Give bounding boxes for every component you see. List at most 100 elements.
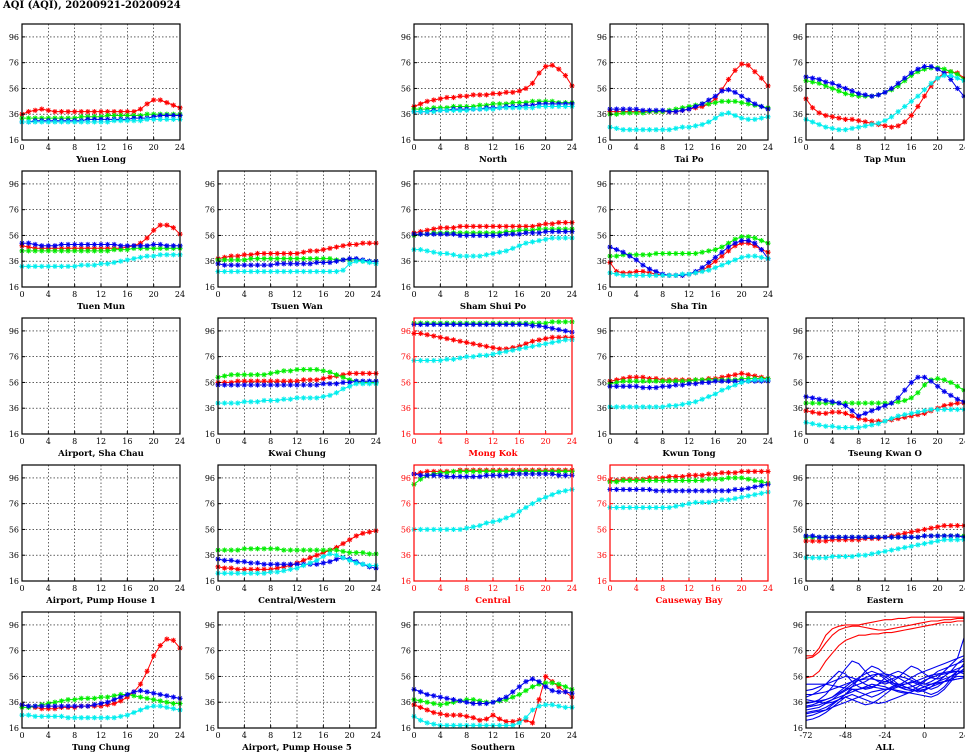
data-point-green <box>347 550 353 556</box>
data-point-cyan <box>347 261 353 267</box>
data-point-green <box>294 366 300 373</box>
panel-tap-mun: 0 4 8 12 16 20 24 16 36 56 76 96 Tap Mun <box>793 23 965 165</box>
data-point-blue <box>902 75 908 81</box>
station-label: Yuen Long <box>75 155 126 165</box>
data-point-cyan <box>261 268 267 275</box>
y-tick-label: 56 <box>9 525 19 534</box>
data-point-red <box>523 223 529 230</box>
data-point-blue <box>758 483 765 489</box>
panel-kwun-tong: 0 4 8 12 16 20 24 16 36 56 76 96 Kwun Tong <box>597 317 773 459</box>
data-point-cyan <box>464 107 470 113</box>
data-point-blue <box>431 472 437 478</box>
data-point-cyan <box>281 396 287 402</box>
y-tick-label: 16 <box>597 577 607 586</box>
data-point-red <box>829 114 835 120</box>
data-point-blue <box>254 262 261 268</box>
data-point-blue <box>679 488 686 494</box>
panel-airport-sha-chau: 0 4 8 12 16 20 24 16 36 56 76 96 Airport, Sha Chau <box>9 317 185 459</box>
station-label: Southern <box>471 743 515 753</box>
data-point-red <box>856 118 862 124</box>
data-point-blue <box>307 261 313 267</box>
x-tick-label: 0 <box>215 437 220 446</box>
x-tick-label: 12 <box>880 437 890 446</box>
data-point-green <box>660 477 666 484</box>
panel-airport-pump-house-1: 0 4 8 12 16 20 24 16 36 56 76 96 Airport, Pump House… <box>9 464 185 606</box>
data-point-blue <box>281 382 287 388</box>
x-tick-label: 16 <box>906 584 916 593</box>
x-tick-label: 16 <box>122 731 132 740</box>
data-point-cyan <box>137 254 144 260</box>
data-point-cyan <box>228 268 234 275</box>
x-tick-label: 16 <box>514 437 524 446</box>
y-tick-label: 56 <box>597 84 607 93</box>
x-tick-label: 12 <box>684 290 694 299</box>
data-point-blue <box>732 89 738 95</box>
y-tick-label: 16 <box>205 283 215 292</box>
data-point-cyan <box>307 268 313 275</box>
data-point-blue <box>457 321 463 328</box>
data-point-blue <box>745 238 751 244</box>
data-point-cyan <box>39 263 45 269</box>
data-point-green <box>666 250 672 257</box>
x-tick-label: 16 <box>318 731 328 740</box>
data-point-blue <box>470 474 476 480</box>
y-tick-label: 16 <box>205 577 215 586</box>
data-point-red <box>470 341 476 347</box>
data-point-red <box>340 541 346 547</box>
data-point-blue <box>221 557 228 563</box>
y-tick-label: 96 <box>597 327 607 336</box>
data-point-blue <box>39 703 45 709</box>
station-label: Causeway Bay <box>656 596 724 606</box>
data-point-green <box>98 694 104 700</box>
data-point-green <box>543 320 549 326</box>
data-point-red <box>327 245 333 251</box>
y-tick-label: 56 <box>9 672 19 681</box>
data-point-cyan <box>151 253 157 259</box>
data-point-blue <box>510 689 516 695</box>
data-point-red <box>170 102 177 108</box>
data-point-cyan <box>640 404 646 410</box>
x-tick-label: 12 <box>292 437 302 446</box>
data-point-red <box>444 94 450 101</box>
data-point-red <box>170 225 177 231</box>
data-point-red <box>477 92 483 98</box>
data-point-blue <box>869 93 875 99</box>
y-tick-label: 96 <box>597 180 607 189</box>
data-point-blue <box>752 240 758 246</box>
data-point-cyan <box>274 569 280 575</box>
data-point-green <box>65 697 71 703</box>
data-point-green <box>294 547 300 553</box>
x-tick-label: 12 <box>684 143 694 152</box>
data-point-green <box>52 699 58 705</box>
data-point-cyan <box>483 352 490 358</box>
data-point-green <box>653 477 659 484</box>
data-point-cyan <box>706 394 712 400</box>
data-point-green <box>320 547 326 553</box>
data-point-cyan <box>941 537 947 543</box>
data-point-blue <box>72 703 78 709</box>
data-point-blue <box>549 228 555 235</box>
data-point-cyan <box>268 268 274 275</box>
data-point-blue <box>523 230 529 236</box>
y-tick-label: 36 <box>9 404 19 413</box>
y-tick-label: 76 <box>793 647 803 656</box>
data-point-red <box>137 681 144 687</box>
data-point-green <box>719 476 725 482</box>
x-tick-label: 24 <box>175 731 185 740</box>
x-tick-label: 20 <box>149 731 159 740</box>
x-tick-label: 4 <box>46 143 51 152</box>
data-point-cyan <box>450 252 457 258</box>
data-point-cyan <box>875 120 882 126</box>
x-tick-label: 16 <box>318 437 328 446</box>
data-point-red <box>347 241 353 248</box>
data-point-cyan <box>902 412 908 418</box>
x-tick-label: 24 <box>567 731 577 740</box>
data-point-red <box>151 653 157 659</box>
data-point-cyan <box>254 268 261 275</box>
data-point-cyan <box>450 356 457 362</box>
data-point-cyan <box>45 263 51 269</box>
y-tick-label: 56 <box>793 525 803 534</box>
data-point-green <box>353 550 359 556</box>
data-point-blue <box>516 321 522 328</box>
x-tick-label: 24 <box>175 584 185 593</box>
